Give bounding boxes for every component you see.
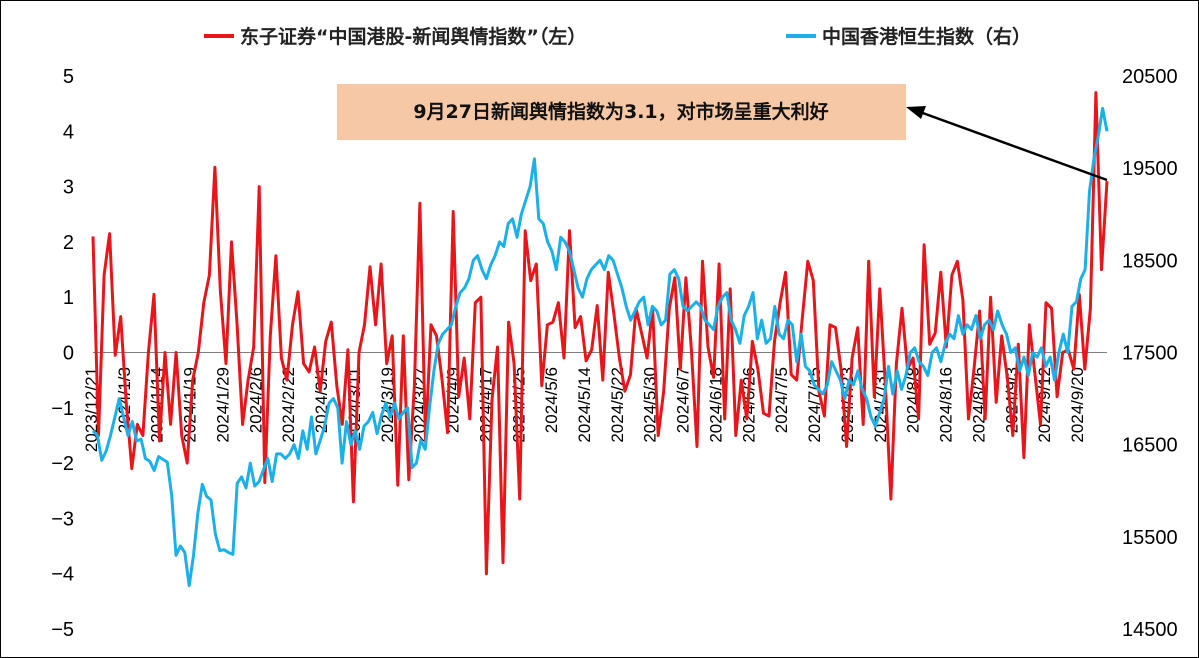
x-tick-label: 2024/5/6 bbox=[542, 367, 561, 433]
x-tick-label: 2024/8/16 bbox=[937, 367, 956, 443]
y-right-tick-label: 15500 bbox=[1122, 527, 1178, 549]
legend: 东子证券“中国港股-新闻舆情指数”（左） 中国香港恒生指数（右） bbox=[204, 25, 1031, 48]
y-left-tick-label: −2 bbox=[51, 453, 74, 475]
y-right-tick-label: 17500 bbox=[1122, 343, 1178, 365]
x-tick-label: 2024/1/29 bbox=[213, 367, 232, 443]
y-right-tick-label: 18500 bbox=[1122, 250, 1178, 272]
x-tick-label: 2024/2/22 bbox=[279, 367, 298, 443]
annotation-arrow-line bbox=[919, 110, 1108, 182]
x-axis: 2023/12/21 2024/1/3 2024/1/14 2024/1/19 2024… bbox=[82, 352, 1107, 452]
y-left-tick-label: −5 bbox=[51, 619, 74, 641]
annotation-arrowhead bbox=[906, 106, 926, 119]
y-right-tick-label: 20500 bbox=[1122, 66, 1178, 88]
x-tick-label: 2024/1/3 bbox=[115, 367, 134, 433]
y-left-tick-label: 0 bbox=[63, 343, 74, 365]
legend-label-sentiment: 东子证券“中国港股-新闻舆情指数”（左） bbox=[240, 25, 586, 48]
annotation-text: 9月27日新闻舆情指数为3.1，对市场呈重大利好 bbox=[413, 100, 828, 123]
annotation: 9月27日新闻舆情指数为3.1，对市场呈重大利好 bbox=[337, 84, 1108, 182]
y-left-tick-label: 3 bbox=[63, 177, 74, 199]
y-left-tick-label: −3 bbox=[51, 508, 74, 530]
y-right-tick-label: 14500 bbox=[1122, 619, 1178, 641]
x-tick-label: 2024/5/22 bbox=[608, 367, 627, 443]
annotation-box bbox=[337, 84, 906, 140]
x-tick-label: 2024/4/25 bbox=[509, 367, 528, 443]
x-tick-label: 2024/2/6 bbox=[246, 367, 265, 433]
y-left-tick-label: 1 bbox=[63, 287, 74, 309]
x-tick-label: 2024/9/20 bbox=[1068, 367, 1087, 443]
y-axis-right: 20500 19500 18500 17500 16500 15500 14500 bbox=[1122, 66, 1178, 641]
y-right-tick-label: 19500 bbox=[1122, 158, 1178, 180]
y-left-tick-label: 4 bbox=[63, 121, 74, 143]
x-tick-label: 2024/7/5 bbox=[772, 367, 791, 433]
y-axis-left: 5 4 3 2 1 0 −1 −2 −3 −4 −5 bbox=[51, 66, 74, 641]
x-tick-label: 2024/6/7 bbox=[674, 367, 693, 433]
series-line-sentiment bbox=[91, 91, 1109, 576]
plot-area bbox=[91, 91, 1109, 588]
y-left-tick-label: −4 bbox=[51, 564, 74, 586]
y-left-tick-label: 2 bbox=[63, 232, 74, 254]
x-tick-label: 2024/6/18 bbox=[706, 367, 725, 443]
y-left-tick-label: −1 bbox=[51, 398, 74, 420]
x-tick-label: 2024/5/14 bbox=[575, 367, 594, 443]
series-line-hsi bbox=[91, 106, 1109, 588]
legend-label-hsi: 中国香港恒生指数（右） bbox=[822, 25, 1031, 48]
y-left-tick-label: 5 bbox=[63, 66, 74, 88]
y-right-tick-label: 16500 bbox=[1122, 435, 1178, 457]
